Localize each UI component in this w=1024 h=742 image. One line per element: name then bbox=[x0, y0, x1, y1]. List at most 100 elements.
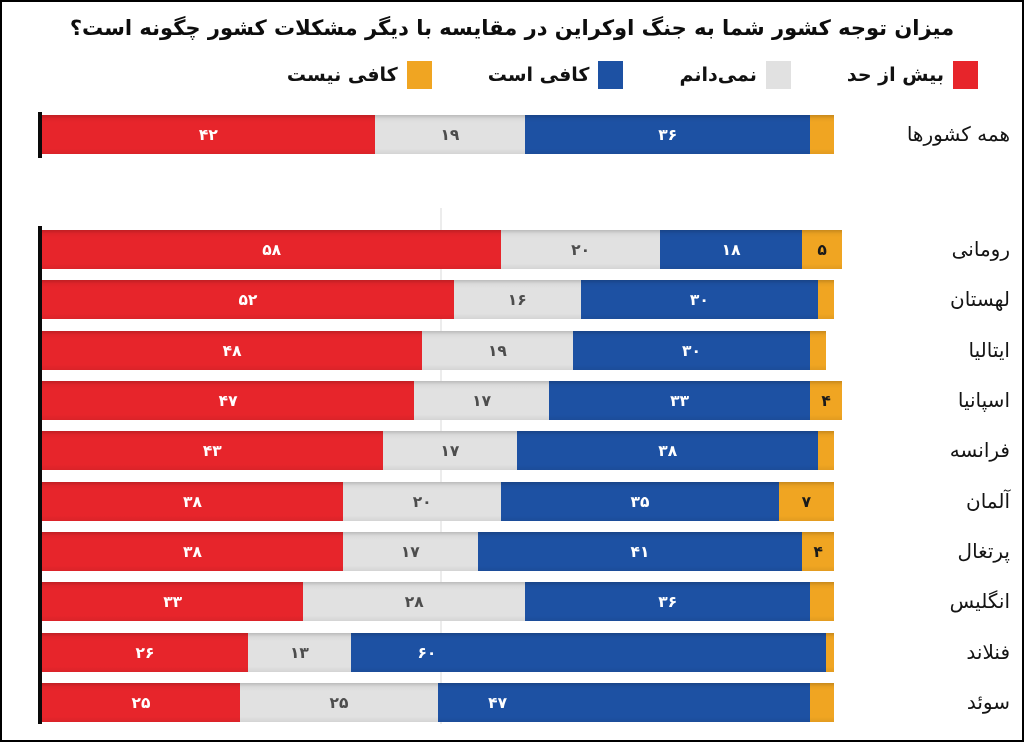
bar-value-label: ۳۰ bbox=[689, 290, 709, 309]
bar-value-label: ۱۷ bbox=[400, 542, 420, 561]
bar-segment-dont-know: ۱۹ bbox=[422, 331, 573, 370]
bar-segment-not-enough bbox=[826, 633, 835, 672]
legend-item-enough: کافی است bbox=[488, 61, 624, 89]
bar-value-label: ۳۰ bbox=[682, 341, 701, 360]
legend-label: کافی نیست bbox=[286, 64, 398, 86]
country-label: اسپانیا bbox=[957, 388, 1010, 412]
country-label: ایتالیا bbox=[968, 338, 1010, 362]
bar-row: ۴۸ ۱۹ ۳۰ bbox=[42, 331, 827, 370]
bar-segment-not-enough bbox=[818, 431, 835, 470]
bar-segment-dont-know: ۱۳ bbox=[247, 633, 351, 672]
bar-value-label: ۳۸ bbox=[183, 542, 202, 561]
legend-label: بیش از حد bbox=[846, 64, 944, 86]
legend-swatch-enough bbox=[598, 61, 624, 89]
bar-segment-enough: ۳۶ bbox=[525, 582, 811, 621]
bar-value-label: ۴۲ bbox=[198, 125, 218, 144]
bar-value-label: ۶۰ bbox=[417, 643, 437, 662]
bar-segment-too-much: ۳۸ bbox=[42, 482, 343, 521]
bar-value-label: ۲۵ bbox=[131, 693, 151, 712]
bar-value-label: ۷ bbox=[801, 492, 812, 511]
bar-value-label: ۱۶ bbox=[507, 290, 527, 309]
country-label: همه کشورها bbox=[906, 122, 1010, 146]
bar-segment-not-enough bbox=[810, 115, 835, 154]
bar-segment-too-much: ۲۵ bbox=[42, 683, 241, 722]
country-label: انگلیس bbox=[949, 589, 1010, 613]
bar-segment-not-enough: ۴ bbox=[802, 532, 835, 571]
bar-segment-not-enough bbox=[810, 582, 835, 621]
bar-segment-too-much: ۲۶ bbox=[42, 633, 248, 672]
bar-segment-not-enough: ۵ bbox=[802, 230, 842, 269]
bar-value-label: ۴۱ bbox=[630, 542, 650, 561]
legend-label: کافی است bbox=[487, 64, 590, 86]
bar-segment-too-much: ۳۳ bbox=[42, 582, 304, 621]
bar-segment-not-enough bbox=[818, 280, 835, 319]
bar-segment-too-much: ۵۸ bbox=[42, 230, 502, 269]
country-label: آلمان bbox=[966, 489, 1010, 513]
bar-segment-enough: ۳۵ bbox=[501, 482, 779, 521]
bar-segment-dont-know: ۲۵ bbox=[240, 683, 439, 722]
bar-value-label: ۳۸ bbox=[658, 441, 678, 460]
bar-value-label: ۱۹ bbox=[440, 125, 460, 144]
bar-value-label: ۳۶ bbox=[658, 125, 678, 144]
bar-segment-not-enough bbox=[810, 683, 835, 722]
country-label: لهستان bbox=[950, 287, 1010, 311]
bar-segment-too-much: ۳۸ bbox=[42, 532, 343, 571]
bar-value-label: ۴۳ bbox=[202, 441, 222, 460]
chart-title: میزان توجه کشور شما به جنگ اوکراین در مق… bbox=[69, 16, 955, 40]
bar-row: ۲۵ ۲۵ ۴۷ bbox=[42, 683, 835, 722]
bar-value-label: ۱۹ bbox=[487, 341, 507, 360]
bar-value-label: ۲۵ bbox=[329, 693, 349, 712]
bar-value-label: ۴ bbox=[813, 542, 823, 561]
bar-row: ۴۲ ۱۹ ۳۶ bbox=[42, 115, 835, 154]
bar-value-label: ۳۸ bbox=[183, 492, 202, 511]
bar-row: ۵۲ ۱۶ ۳۰ bbox=[42, 280, 835, 319]
bar-segment-enough: ۳۸ bbox=[517, 431, 819, 470]
bar-segment-enough: ۳۳ bbox=[548, 381, 811, 420]
bar-segment-dont-know: ۲۰ bbox=[342, 482, 502, 521]
bar-row: ۳۸ ۲۰ ۳۵ ۷ bbox=[42, 482, 835, 521]
bar-value-label: ۳۵ bbox=[630, 492, 650, 511]
bar-segment-dont-know: ۱۷ bbox=[414, 381, 549, 420]
country-label: رومانی bbox=[951, 237, 1010, 261]
axis-line-summary bbox=[38, 112, 42, 158]
bar-row: ۳۸ ۱۷ ۴۱ ۴ bbox=[42, 532, 835, 571]
bar-segment-enough: ۳۶ bbox=[525, 115, 811, 154]
bar-segment-dont-know: ۱۶ bbox=[453, 280, 581, 319]
bar-segment-enough: ۴۷ bbox=[438, 683, 811, 722]
bar-segment-too-much: ۴۲ bbox=[42, 115, 375, 154]
bar-value-label: ۲۶ bbox=[135, 643, 155, 662]
bar-value-label: ۱۷ bbox=[440, 441, 460, 460]
bar-segment-dont-know: ۲۰ bbox=[501, 230, 660, 269]
bar-value-label: ۱۸ bbox=[721, 240, 741, 259]
bar-segment-not-enough: ۷ bbox=[778, 482, 835, 521]
country-label: سوئد bbox=[966, 690, 1010, 714]
country-label: پرتغال bbox=[957, 539, 1010, 563]
bar-segment-not-enough: ۴ bbox=[810, 381, 842, 420]
bar-segment-too-much: ۴۸ bbox=[42, 331, 423, 370]
legend-swatch-not-enough bbox=[406, 61, 432, 89]
country-label: فنلاند bbox=[966, 640, 1010, 664]
bar-value-label: ۴۸ bbox=[222, 341, 242, 360]
bar-segment-dont-know: ۱۷ bbox=[382, 431, 518, 470]
bar-value-label: ۳۳ bbox=[670, 391, 690, 410]
bar-segment-too-much: ۵۲ bbox=[42, 280, 454, 319]
bar-value-label: ۴ bbox=[821, 391, 831, 410]
bar-segment-enough: ۴۱ bbox=[477, 532, 803, 571]
bar-segment-too-much: ۴۷ bbox=[42, 381, 415, 420]
bar-segment-not-enough bbox=[810, 331, 827, 370]
legend-item-not-enough: کافی نیست bbox=[287, 61, 432, 89]
bar-value-label: ۳۶ bbox=[658, 592, 678, 611]
bar-segment-enough: ۶۰ bbox=[350, 633, 827, 672]
bar-row: ۴۷ ۱۷ ۳۳ ۴ bbox=[42, 381, 842, 420]
bar-row: ۲۶ ۱۳ ۶۰ bbox=[42, 633, 835, 672]
bar-row: ۵۸ ۲۰ ۱۸ ۵ bbox=[42, 230, 842, 269]
bar-value-label: ۱۷ bbox=[472, 391, 492, 410]
legend-swatch-too-much bbox=[953, 61, 978, 89]
bar-segment-dont-know: ۱۷ bbox=[342, 532, 478, 571]
legend-item-too-much: بیش از حد bbox=[847, 61, 978, 89]
bar-value-label: ۴۷ bbox=[218, 391, 238, 410]
bar-value-label: ۵۲ bbox=[238, 290, 258, 309]
bar-segment-dont-know: ۱۹ bbox=[374, 115, 526, 154]
bar-value-label: ۵ bbox=[817, 240, 827, 259]
